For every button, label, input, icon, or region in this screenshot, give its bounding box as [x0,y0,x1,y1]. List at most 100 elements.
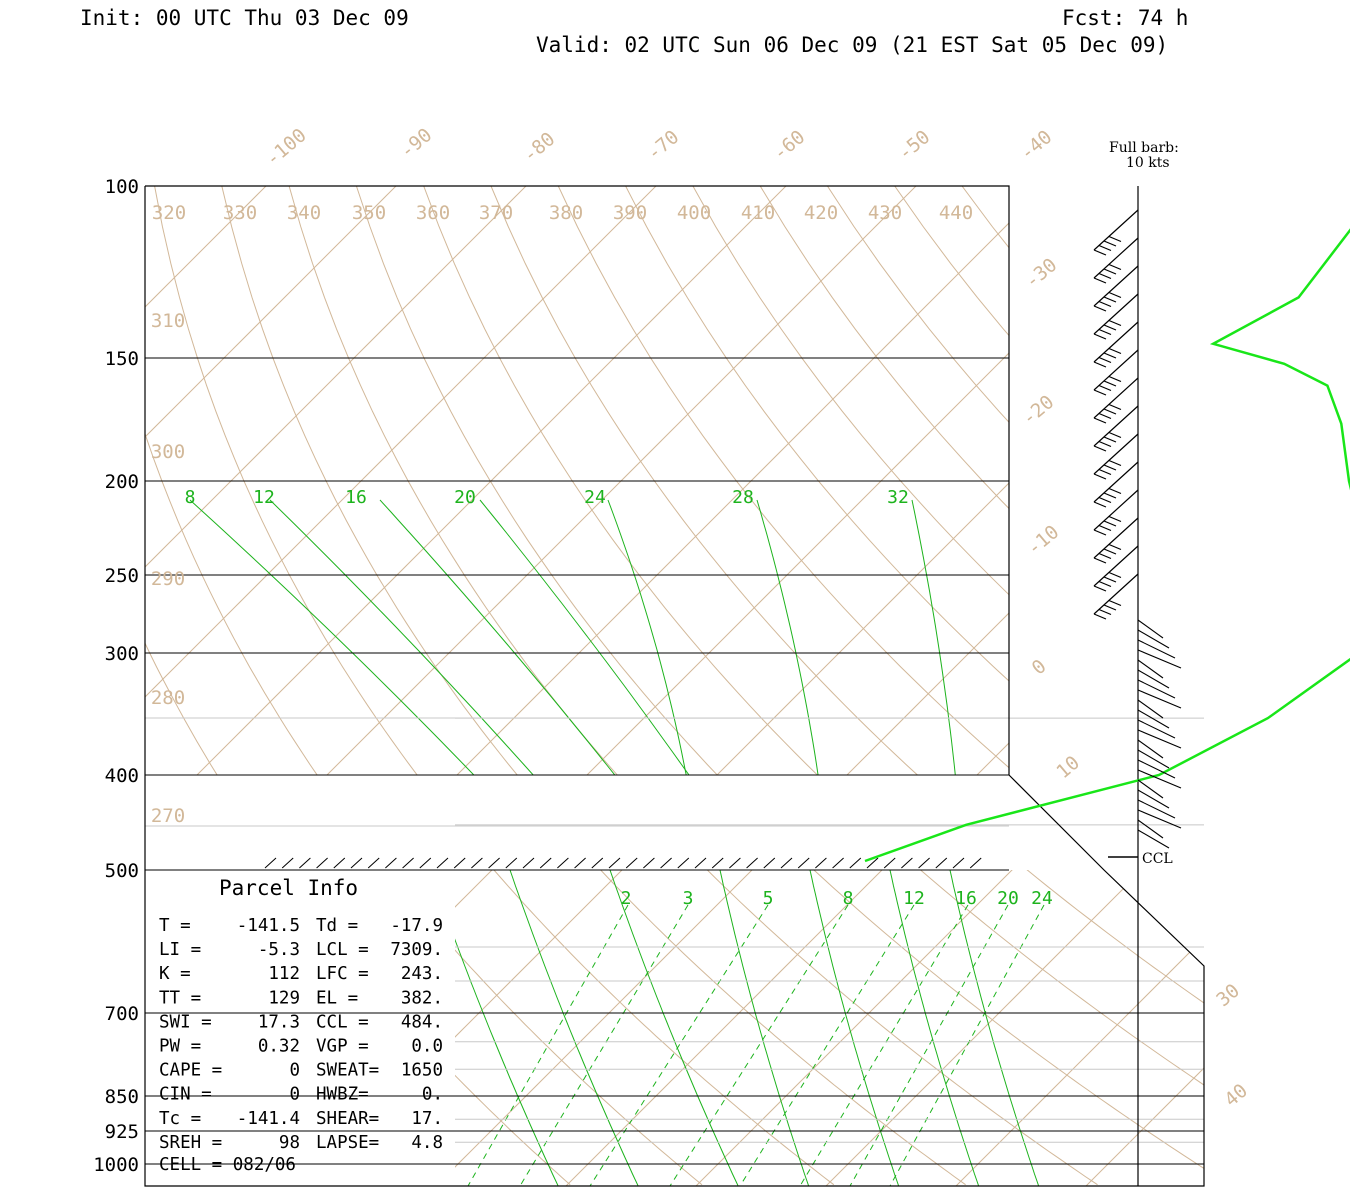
dry-adiabat [455,870,1204,1186]
barb-flag [1108,347,1122,355]
parcel-value: 0. [422,1085,443,1105]
dry-adiabat [455,870,703,1186]
ccl-label: CCL [1142,851,1173,867]
hatch-mark [849,857,862,869]
theta-e-label: 28 [732,487,754,508]
wind-barb-units: 10 kts [1126,155,1170,171]
mixing-ratio-label: 2 [621,888,632,909]
isotherm-label: -10 [1023,521,1063,560]
isotherm [942,140,1350,1200]
pressure-label: 250 [105,565,139,587]
hatch-mark [832,857,844,869]
barb-flag [1108,487,1122,495]
isotherm [1202,140,1350,1200]
barb-flag [1093,585,1107,592]
barb-flag [1108,263,1122,271]
barb-flag [1093,361,1107,368]
parcel-label: EL = [316,988,358,1008]
hatch-mark [935,857,948,869]
isotherm [0,140,182,1200]
wind-barb [1093,405,1139,447]
wind-barb [1137,709,1170,729]
pressure-label: 700 [105,1003,139,1025]
theta-label: 390 [613,202,647,224]
wind-barb [1093,573,1139,615]
mixing-ratio-label: 20 [997,888,1019,909]
theta-label: 430 [868,202,902,224]
barb-flag [1108,403,1122,411]
parcel-cell: CELL = 082/06 [159,1155,296,1175]
isotherm [586,352,1009,775]
hatch-mark [952,857,965,869]
hatch-mark [505,857,518,869]
dry-adiabat [1299,186,1350,1185]
parcel-value: 4.8 [411,1133,443,1153]
hatch-mark [677,857,690,869]
wind-barb [1137,619,1164,639]
parcel-label: LFC = [316,964,369,984]
parcel-label: Tc = [159,1109,201,1129]
parcel-value: -5.3 [258,940,300,960]
moist-adiabat [911,499,956,775]
moist-adiabat [455,870,561,1186]
barb-flag [1103,380,1117,387]
barb-flag [1108,571,1122,579]
hatch-mark [746,857,758,869]
barb-flag [1098,496,1112,504]
barb-flag [1098,384,1112,392]
mixing-ratio-line [589,904,769,1186]
theta-e-label: 32 [887,487,909,508]
barb-flag [1093,305,1107,312]
dry-adiabat [692,186,1009,596]
hatch-mark [471,857,483,869]
parcel-label: SREH = [159,1133,222,1153]
dry-adiabat [1231,186,1350,1185]
wind-barb [1137,639,1176,659]
wind-barb [1093,433,1139,475]
hatch-mark [385,857,397,869]
isotherm [0,140,442,1200]
dry-adiabat [355,186,718,775]
isotherm [551,870,1204,1186]
barb-flag [1093,277,1107,284]
barb-flag [1108,459,1122,467]
hatch-mark [539,857,552,869]
theta-e-label: 16 [345,487,367,508]
theta-label: 320 [152,202,186,224]
theta-label: 380 [549,202,583,224]
isotherm-label: -90 [396,124,436,163]
moist-adiabat [509,870,641,1186]
barb-flag [1098,608,1112,616]
wind-barb [1137,829,1170,849]
hatch-mark [901,857,913,869]
barb-flag [1098,440,1112,448]
temperature-profile [864,228,1350,863]
parcel-value: 382. [401,988,443,1008]
barb-flag [1108,235,1122,243]
parcel-value: -141.5 [237,916,300,936]
wind-barb [1137,659,1164,679]
isotherm-label: 0 [1028,655,1051,679]
isotherm [976,742,1009,775]
lower-grid [0,140,1204,1200]
barb-flag [1098,356,1112,364]
isotherm [716,482,1009,775]
hatch-mark [729,857,741,869]
wind-barb [1137,769,1182,789]
init-time: Init: 00 UTC Thu 03 Dec 09 [80,6,409,30]
wind-barb [1137,629,1170,649]
isotherm [682,140,1350,1200]
isotherm [1071,870,1204,1186]
isotherm-label: -60 [769,126,809,165]
barb-flag [1098,328,1112,336]
parcel-value: 243. [401,964,443,984]
wind-barb [1137,739,1164,759]
wind-barb [1137,759,1176,779]
hatch-mark [522,857,535,869]
theta-e-label: 24 [584,487,606,508]
wind-barb [1137,799,1176,819]
dry-adiabat [1029,186,1350,1185]
wind-barb [1137,729,1182,749]
isotherm-label: -80 [519,128,559,167]
